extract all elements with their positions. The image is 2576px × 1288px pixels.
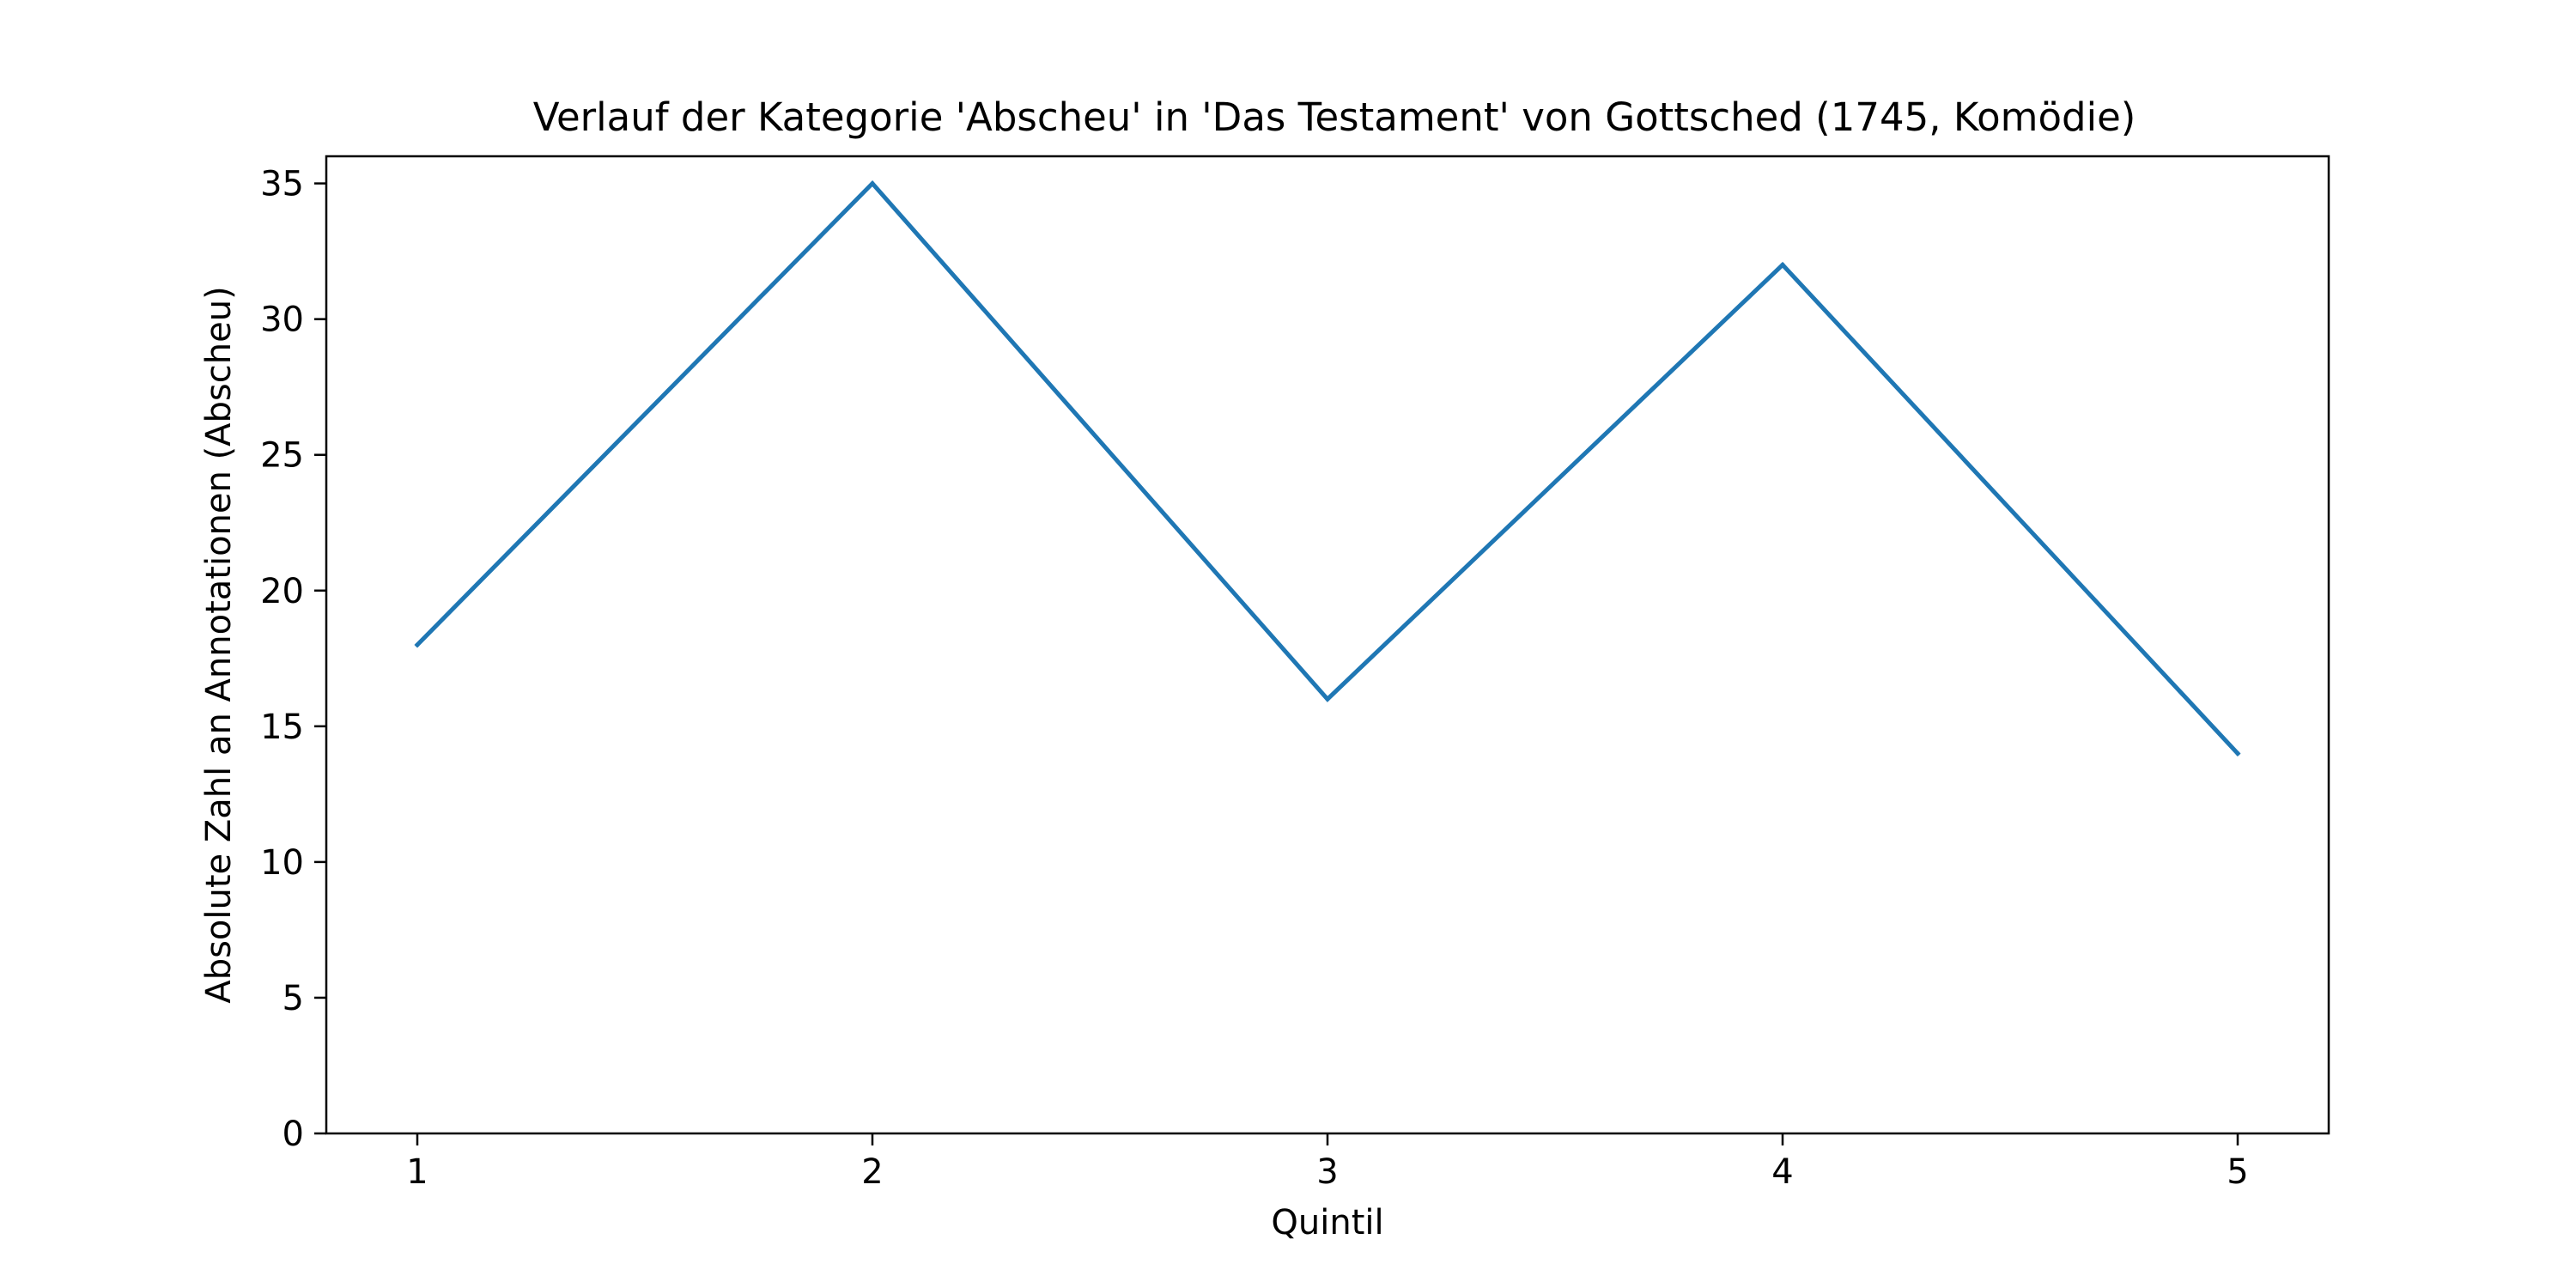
- x-axis: 1 2 3 4 5: [406, 1133, 2249, 1192]
- data-point: [870, 181, 875, 186]
- x-tick-label: 4: [1771, 1152, 1793, 1192]
- y-tick-label: 0: [283, 1115, 304, 1154]
- x-tick-label: 5: [2227, 1152, 2248, 1192]
- y-tick-label: 30: [260, 301, 304, 340]
- y-tick-label: 25: [260, 436, 304, 476]
- data-point: [1325, 696, 1330, 702]
- y-tick-label: 5: [283, 979, 304, 1018]
- y-axis: 0 5 10 15 20 25 30 35: [260, 165, 326, 1154]
- x-tick-label: 2: [861, 1152, 883, 1192]
- y-tick-label: 35: [260, 165, 304, 204]
- y-axis-label: Absolute Zahl an Annotationen (Abscheu): [199, 286, 239, 1003]
- data-point: [2235, 750, 2240, 756]
- y-tick-label: 20: [260, 572, 304, 611]
- x-tick-label: 3: [1316, 1152, 1338, 1192]
- x-axis-label: Quintil: [1271, 1203, 1383, 1242]
- y-tick-label: 10: [260, 843, 304, 883]
- chart-title: Verlauf der Kategorie 'Abscheu' in 'Das …: [533, 94, 2136, 140]
- data-point: [415, 642, 420, 647]
- x-tick-label: 1: [406, 1152, 428, 1192]
- data-point: [1780, 262, 1785, 267]
- y-tick-label: 15: [260, 708, 304, 747]
- series-layer: [414, 179, 2241, 756]
